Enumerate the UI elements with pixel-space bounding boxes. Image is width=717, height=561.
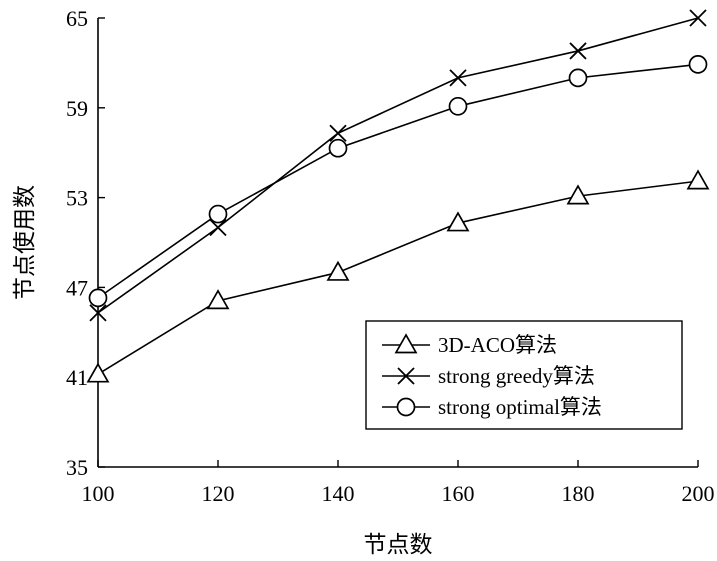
x-marker-stroke xyxy=(689,9,707,27)
series-layer xyxy=(86,9,710,383)
x-marker xyxy=(329,124,347,142)
legend-item: strong greedy算法 xyxy=(382,364,595,388)
x-tick-label: 120 xyxy=(202,481,235,506)
series-line xyxy=(97,17,699,314)
legend-label: strong greedy算法 xyxy=(438,364,595,388)
x-marker-stroke xyxy=(569,42,587,60)
circle-marker xyxy=(208,204,228,224)
tick-labels: 100 120 140 160 180 200 35 41 47 53 59 65 xyxy=(66,6,715,506)
x-marker-stroke xyxy=(449,69,467,87)
x-marker xyxy=(449,69,467,87)
triangle-marker xyxy=(86,362,110,383)
legend-label: strong optimal算法 xyxy=(438,395,602,419)
circle-marker xyxy=(448,96,468,116)
y-tick-label: 35 xyxy=(66,455,88,480)
x-marker xyxy=(89,304,107,322)
series-2 xyxy=(89,9,707,322)
x-marker xyxy=(397,367,415,385)
triangle-marker xyxy=(326,260,350,281)
y-tick-label: 59 xyxy=(66,96,88,121)
series-1 xyxy=(86,169,710,383)
x-tick-label: 180 xyxy=(562,481,595,506)
x-marker xyxy=(569,42,587,60)
x-tick-label: 160 xyxy=(442,481,475,506)
triangle-marker xyxy=(394,333,418,354)
circle-marker xyxy=(396,397,416,417)
triangle-marker xyxy=(566,184,590,205)
x-tick-label: 100 xyxy=(82,481,115,506)
series-line xyxy=(97,180,699,375)
legend-item: strong optimal算法 xyxy=(382,395,602,419)
x-marker-stroke xyxy=(329,124,347,142)
x-axis-title: 节点数 xyxy=(364,532,433,558)
x-marker-stroke xyxy=(89,304,107,322)
circle-marker xyxy=(688,55,708,74)
triangle-marker xyxy=(206,289,230,310)
legend-item: 3D-ACO算法 xyxy=(382,333,557,357)
circle-marker xyxy=(328,138,348,158)
y-tick-label: 53 xyxy=(66,186,88,211)
y-axis-title: 节点使用数 xyxy=(12,185,38,300)
circle-marker xyxy=(88,288,108,308)
x-marker xyxy=(689,9,707,27)
x-marker xyxy=(209,218,227,237)
y-tick-label: 65 xyxy=(66,6,88,31)
x-marker-stroke xyxy=(397,367,415,385)
legend-label: 3D-ACO算法 xyxy=(438,333,557,357)
x-tick-label: 200 xyxy=(682,481,715,506)
circle-marker xyxy=(568,68,588,88)
axes xyxy=(97,17,699,468)
series-3 xyxy=(88,55,708,308)
x-marker-stroke xyxy=(209,218,227,237)
triangle-marker xyxy=(446,211,470,232)
y-tick-label: 41 xyxy=(66,365,88,390)
legend: 3D-ACO算法 strong greedy算法 strong optimal算法 xyxy=(365,320,683,430)
triangle-marker xyxy=(686,169,710,190)
x-tick-label: 140 xyxy=(322,481,355,506)
legend-box xyxy=(365,320,683,430)
y-tick-label: 47 xyxy=(66,275,88,300)
series-line xyxy=(97,63,699,299)
